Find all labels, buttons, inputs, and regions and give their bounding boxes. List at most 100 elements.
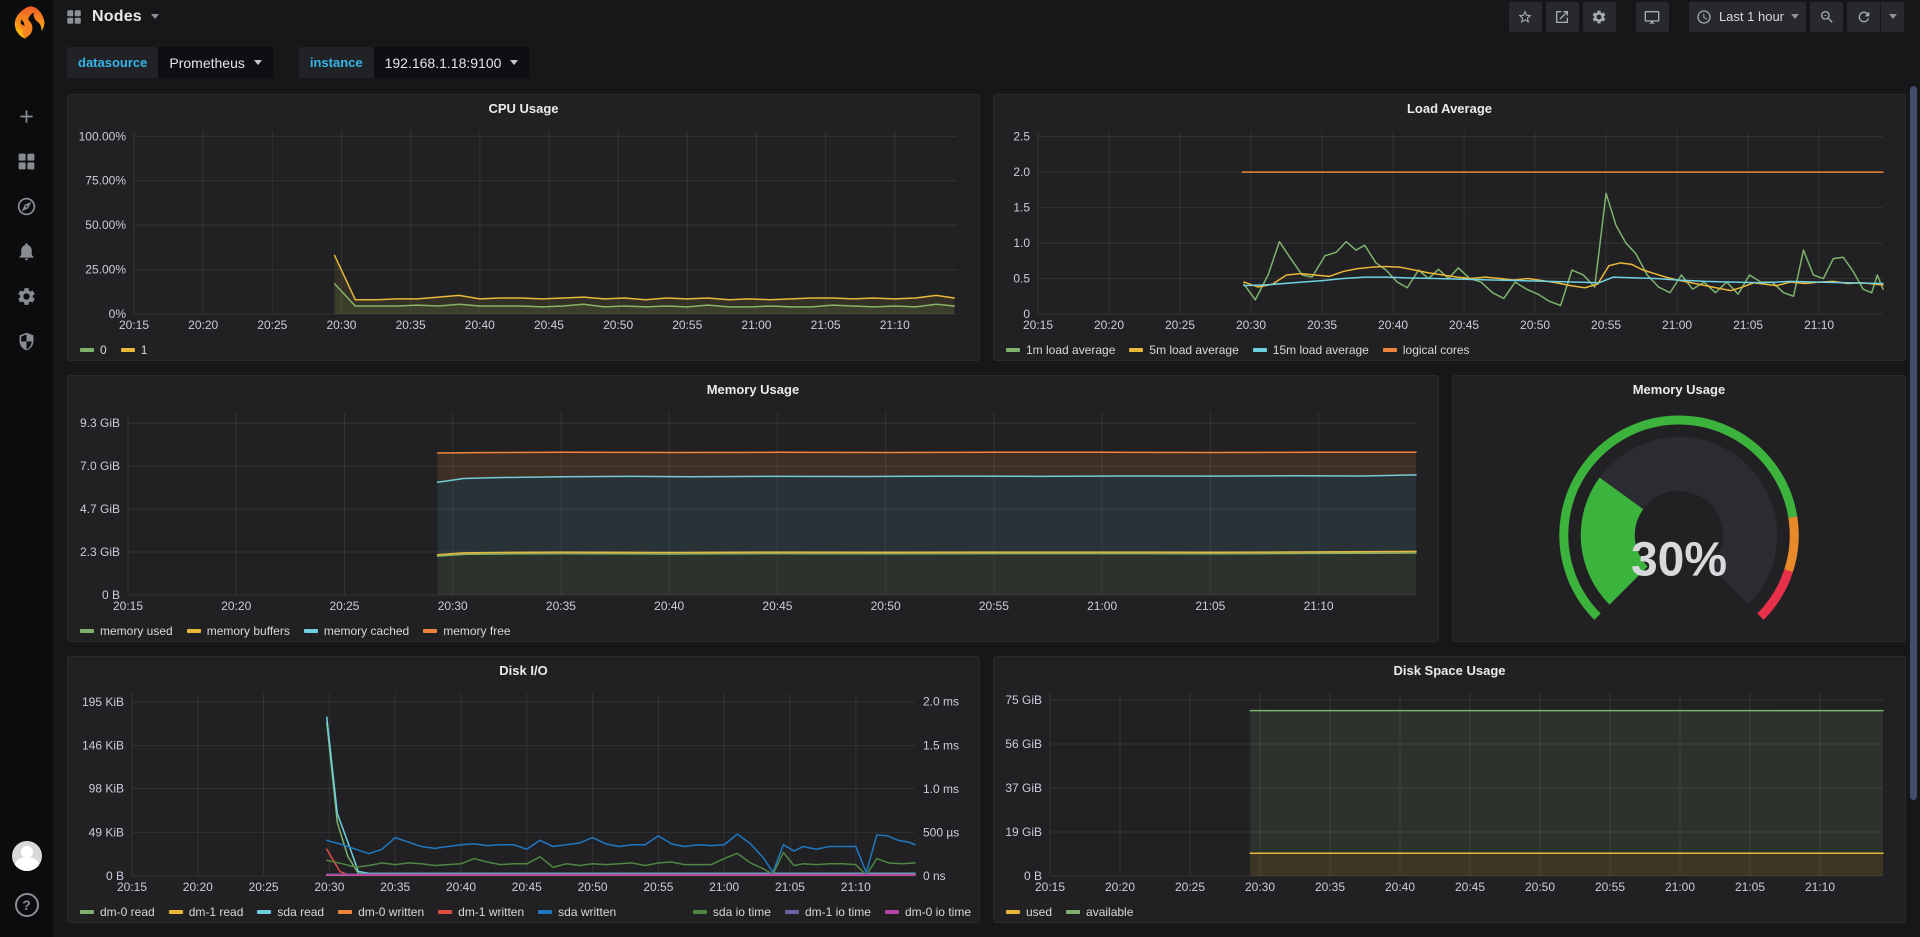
variable-datasource[interactable]: datasource Prometheus: [67, 47, 273, 78]
sidebar-item-server-admin[interactable]: [0, 319, 53, 364]
svg-text:20:40: 20:40: [465, 318, 495, 332]
svg-text:20:55: 20:55: [672, 318, 702, 332]
svg-text:20:15: 20:15: [117, 880, 147, 894]
svg-text:20:30: 20:30: [438, 599, 468, 613]
variable-caret-down-icon: [510, 60, 519, 65]
page-title[interactable]: Nodes: [92, 7, 142, 25]
legend-item[interactable]: dm-1 written: [438, 905, 524, 919]
variable-instance[interactable]: instance 192.168.1.18:9100: [298, 47, 530, 78]
zoom-out-time-button[interactable]: [1810, 1, 1843, 32]
legend-label: memory cached: [323, 624, 410, 638]
svg-text:21:10: 21:10: [1804, 318, 1834, 332]
svg-text:1.5: 1.5: [1013, 201, 1030, 215]
sidebar-item-configuration[interactable]: [0, 274, 53, 319]
svg-text:37 GiB: 37 GiB: [1005, 781, 1042, 795]
legend-item[interactable]: memory buffers: [186, 624, 290, 638]
svg-text:50.00%: 50.00%: [85, 218, 126, 232]
legend-swatch: [168, 910, 183, 914]
navbar: Nodes Last 1: [53, 0, 1920, 33]
svg-text:20:50: 20:50: [1525, 880, 1555, 894]
svg-text:21:00: 21:00: [1662, 318, 1692, 332]
cpu-usage-chart[interactable]: 20:15 20:20 20:25 20:30 20:35 20:40 20:45 20:50…: [76, 121, 971, 357]
panel-title[interactable]: CPU Usage: [488, 101, 559, 116]
variable-value-dropdown[interactable]: Prometheus: [158, 47, 273, 78]
chart-svg: 20:15 20:20 20:25 20:30 20:35 20:40 20:45 20:50…: [1013, 130, 1884, 332]
cycle-view-mode-button[interactable]: [1635, 1, 1669, 32]
refresh-icon: [1858, 11, 1869, 22]
sidebar-item-alerting[interactable]: [0, 229, 53, 274]
svg-text:20:50: 20:50: [871, 599, 901, 613]
legend-item[interactable]: sda io time: [692, 905, 771, 919]
title-caret-down-icon[interactable]: [150, 14, 159, 19]
legend-swatch: [1006, 348, 1020, 352]
legend-item[interactable]: logical cores: [1382, 343, 1470, 357]
legend-item[interactable]: sda read: [257, 905, 324, 919]
legend-item[interactable]: 1m load average: [1006, 343, 1115, 357]
legend-item[interactable]: dm-0 io time: [884, 905, 971, 919]
sidebar-item-create[interactable]: [0, 94, 53, 139]
svg-text:20:20: 20:20: [1105, 880, 1135, 894]
panel-title[interactable]: Disk I/O: [499, 663, 548, 678]
panel-memory-usage-gauge: Memory Usage 30%: [1451, 375, 1906, 642]
svg-text:20:40: 20:40: [1385, 880, 1415, 894]
star-icon: [1518, 9, 1533, 23]
legend-label: 0: [100, 343, 107, 357]
svg-text:2.3 GiB: 2.3 GiB: [80, 545, 120, 559]
vertical-scrollbar[interactable]: [1910, 86, 1917, 800]
help-icon[interactable]: ?: [14, 893, 39, 917]
panel-title[interactable]: Memory Usage: [706, 382, 800, 397]
legend-item[interactable]: 1: [120, 343, 147, 357]
user-avatar[interactable]: [11, 841, 42, 871]
svg-text:75 GiB: 75 GiB: [1005, 693, 1042, 707]
grafana-logo[interactable]: [0, 0, 53, 46]
svg-text:20:45: 20:45: [512, 880, 542, 894]
legend-item[interactable]: available: [1066, 905, 1133, 919]
disk-space-usage-chart[interactable]: 20:15 20:20 20:25 20:30 20:35 20:40 20:45 20:50…: [1002, 683, 1897, 919]
legend-item[interactable]: dm-0 written: [338, 905, 424, 919]
time-range-picker[interactable]: Last 1 hour: [1688, 1, 1806, 32]
chart-svg: 20:15 20:20 20:25 20:30 20:35 20:40 20:45 20:50…: [82, 693, 959, 894]
svg-text:20:15: 20:15: [113, 599, 143, 613]
legend-item[interactable]: used: [1006, 905, 1052, 919]
panel-title[interactable]: Load Average: [1406, 101, 1492, 116]
legend-swatch: [80, 629, 94, 633]
legend-label: 1m load average: [1026, 343, 1116, 357]
dashboards-grid-icon: [18, 153, 35, 170]
share-dashboard-button[interactable]: [1545, 1, 1579, 32]
chart-legend: 1m load average 5m load average 15m load a…: [1002, 339, 1897, 361]
dashboard-settings-button[interactable]: [1582, 1, 1616, 32]
legend-item[interactable]: memory free: [423, 624, 511, 638]
panel-title[interactable]: Disk Space Usage: [1393, 663, 1506, 678]
memory-usage-gauge[interactable]: 30%: [1461, 402, 1897, 637]
sidebar-item-dashboards[interactable]: [0, 139, 53, 184]
svg-text:20:25: 20:25: [329, 599, 359, 613]
shield-icon: [19, 332, 34, 351]
legend-item[interactable]: 15m load average: [1252, 343, 1369, 357]
variable-value-dropdown[interactable]: 192.168.1.18:9100: [373, 47, 530, 78]
legend-item[interactable]: dm-0 read: [80, 905, 155, 919]
legend-item[interactable]: dm-1 io time: [784, 905, 871, 919]
legend-item[interactable]: dm-1 read: [168, 905, 243, 919]
sidebar-item-explore[interactable]: [0, 184, 53, 229]
refresh-interval-button[interactable]: [1880, 1, 1904, 32]
legend-item[interactable]: memory used: [80, 624, 173, 638]
chart-svg: 20:15 20:20 20:25 20:30 20:35 20:40 20:45 20:50…: [79, 129, 957, 332]
svg-text:20:45: 20:45: [1449, 318, 1479, 332]
panel-title[interactable]: Memory Usage: [1632, 382, 1726, 397]
legend-swatch: [120, 348, 135, 352]
sidebar-bottom: ?: [11, 841, 42, 925]
svg-text:0 B: 0 B: [102, 588, 120, 602]
legend-item[interactable]: 5m load average: [1129, 343, 1239, 357]
refresh-button[interactable]: [1847, 1, 1880, 32]
star-dashboard-button[interactable]: [1508, 1, 1542, 32]
disk-io-chart[interactable]: 20:15 20:20 20:25 20:30 20:35 20:40 20:45 20:50…: [76, 683, 971, 919]
memory-usage-chart[interactable]: 20:15 20:20 20:25 20:30 20:35 20:40 20:45 20:50…: [76, 402, 1430, 638]
gauge-value-text: 30%: [1631, 534, 1727, 587]
svg-text:20:25: 20:25: [1165, 318, 1195, 332]
load-average-chart[interactable]: 20:15 20:20 20:25 20:30 20:35 20:40 20:45 20:50…: [1002, 121, 1897, 357]
legend-item[interactable]: sda written: [538, 905, 616, 919]
legend-item[interactable]: 0: [80, 343, 107, 357]
legend-item[interactable]: memory cached: [303, 624, 410, 638]
svg-text:0 B: 0 B: [1024, 869, 1042, 883]
